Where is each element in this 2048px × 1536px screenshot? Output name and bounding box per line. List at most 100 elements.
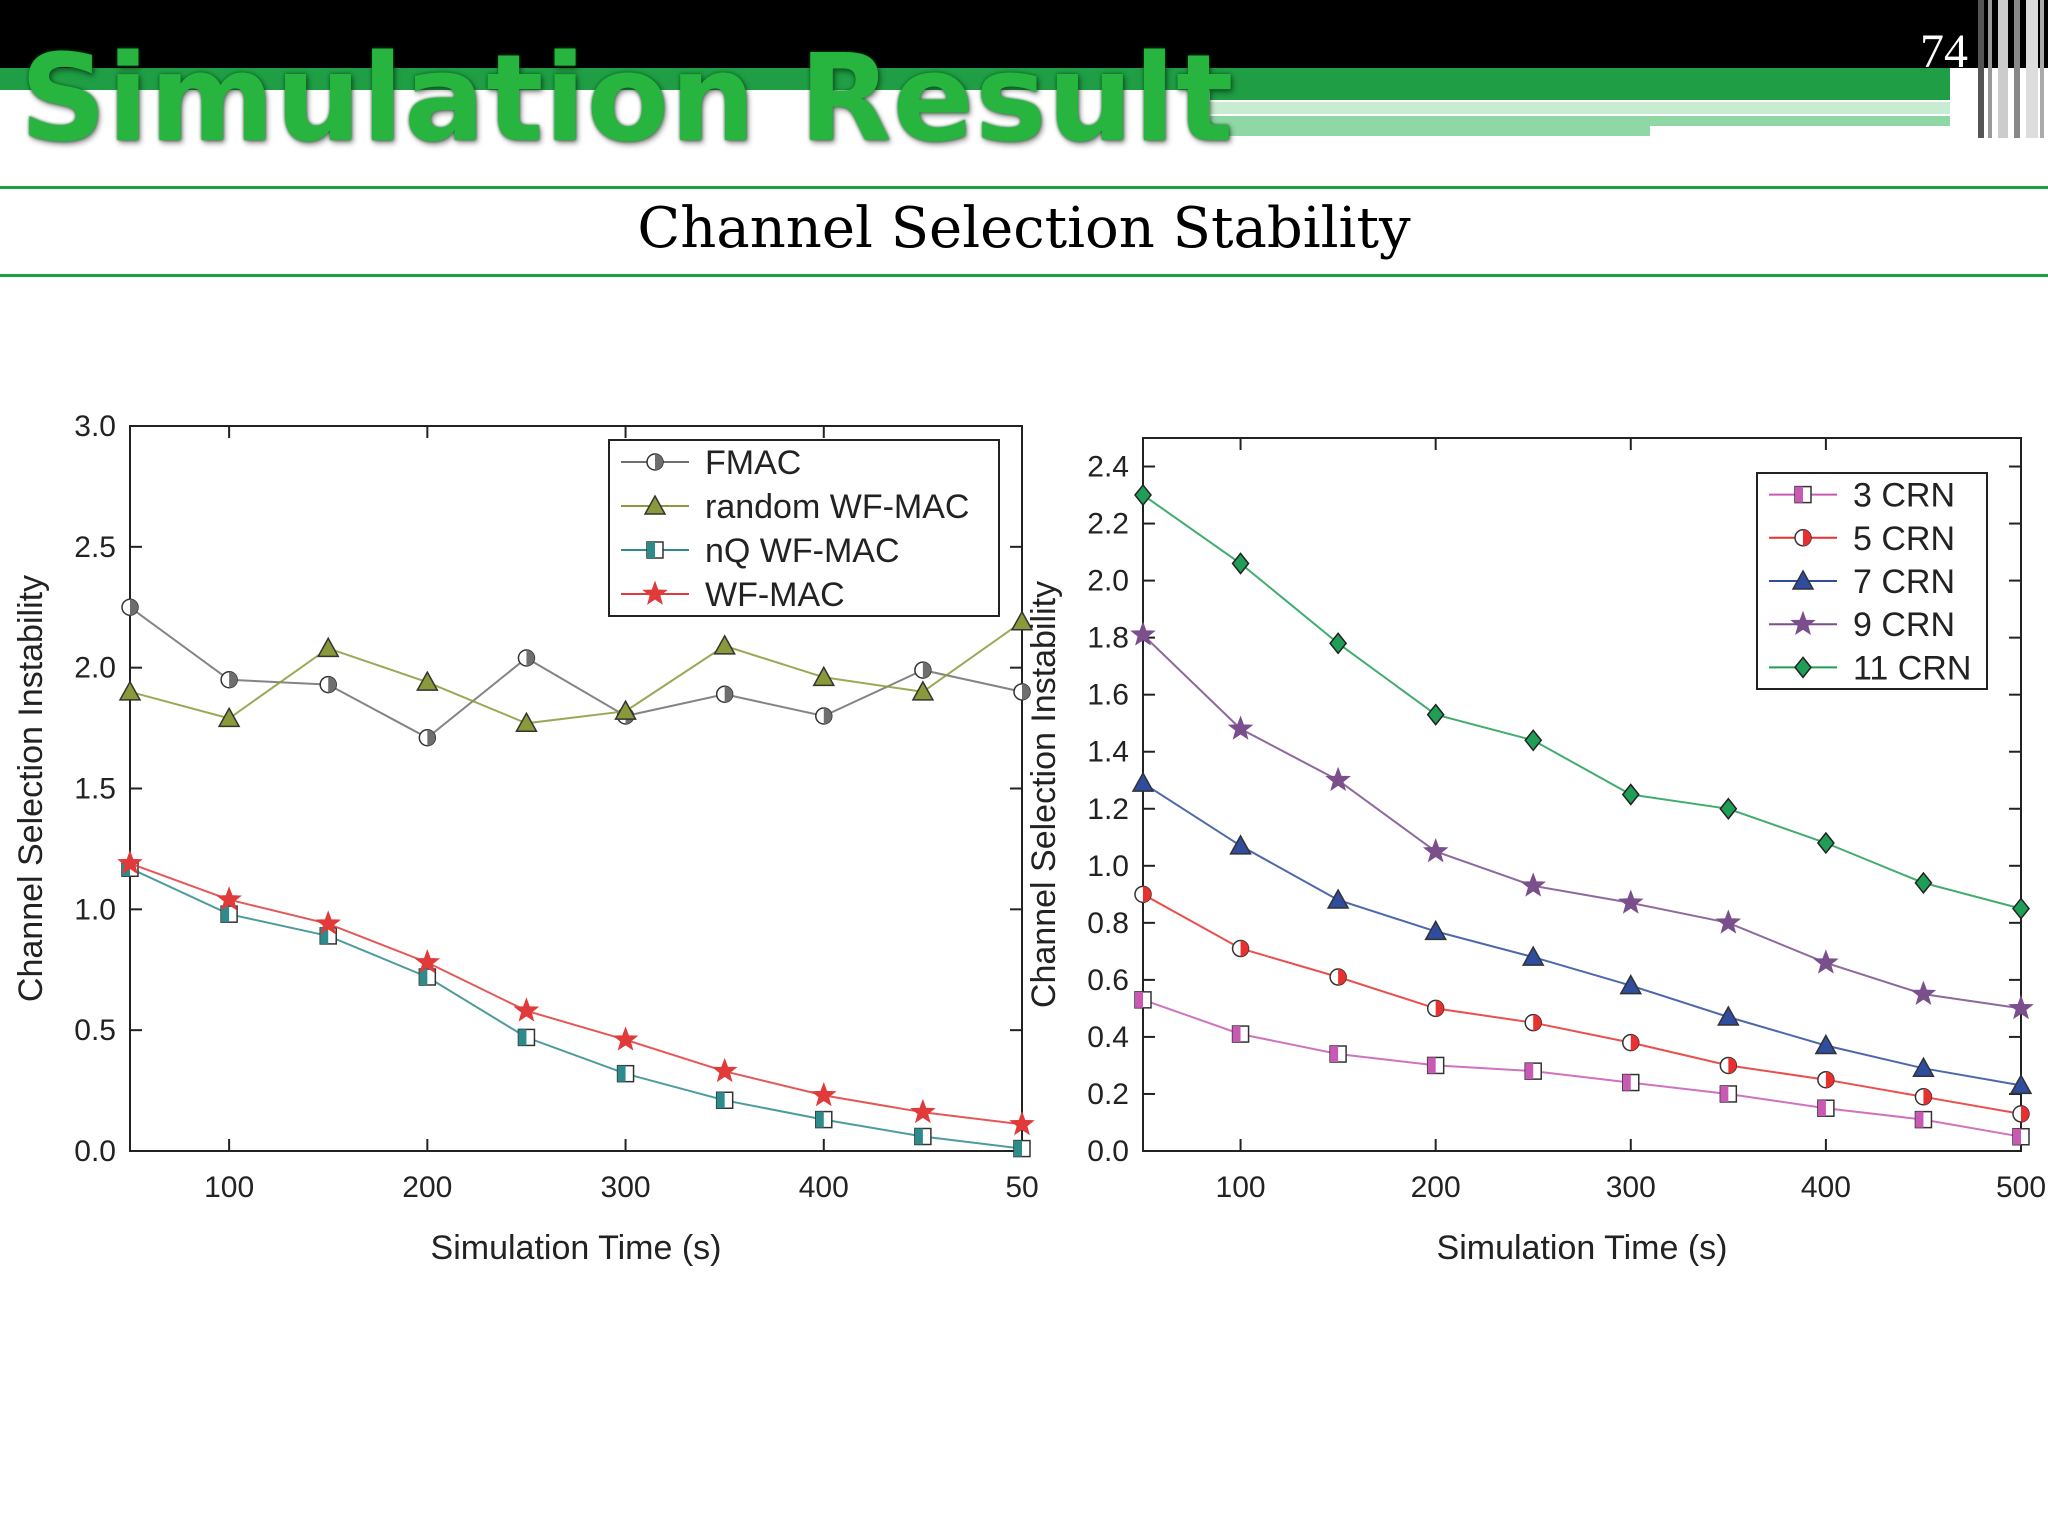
data-point	[1424, 919, 1447, 941]
plot-frame	[1142, 437, 2022, 1152]
data-point-fill	[221, 906, 230, 923]
legend-marker-fill	[1795, 486, 1803, 503]
series-line	[1142, 494, 2022, 910]
data-point	[1520, 872, 1546, 897]
x-tick-label: 50	[1005, 1171, 1038, 1204]
data-point	[118, 680, 142, 701]
y-tick-label: 0.0	[74, 1135, 116, 1168]
y-tick-label: 1.2	[1087, 793, 1129, 826]
x-tick-label: 400	[1801, 1171, 1851, 1204]
data-point	[1130, 621, 1156, 646]
y-tick-label: 2.0	[74, 652, 116, 685]
data-point-fill	[1923, 1088, 1932, 1105]
data-point-fill	[1720, 1085, 1729, 1102]
data-point	[1813, 949, 1839, 974]
y-tick-label: 1.5	[74, 773, 116, 806]
data-point	[1521, 945, 1545, 966]
data-point	[1229, 834, 1252, 855]
data-point-fill	[518, 1029, 527, 1046]
data-point	[315, 910, 341, 935]
data-point	[713, 634, 736, 655]
data-point-fill	[2021, 1105, 2029, 1122]
data-point-fill	[419, 969, 428, 985]
y-tick-label: 1.4	[1087, 736, 1129, 769]
legend-marker-fill	[647, 542, 655, 558]
data-point-fill	[1232, 1026, 1241, 1043]
data-point	[1422, 838, 1449, 863]
data-point	[1621, 783, 1640, 806]
data-point-fill	[1135, 991, 1143, 1008]
data-point	[614, 699, 637, 720]
data-point-fill	[1240, 940, 1249, 957]
data-point	[515, 711, 538, 732]
data-point	[1227, 715, 1254, 740]
header-stripe	[1210, 102, 1950, 114]
series-nq-wf-mac	[121, 859, 1031, 1158]
data-point	[1618, 889, 1644, 914]
data-point	[1426, 703, 1445, 726]
series-line	[1142, 634, 2022, 1010]
legend-box	[608, 439, 1000, 617]
data-point-fill	[130, 599, 138, 616]
y-tick-label: 1.0	[1087, 850, 1129, 883]
x-axis-label: Simulation Time (s)	[1437, 1229, 1728, 1267]
y-tick-label: 2.0	[1087, 565, 1129, 598]
header-stripe	[1650, 116, 1950, 126]
data-point	[1010, 610, 1034, 631]
y-axis-label: Channel Selection Instability	[12, 575, 50, 1002]
data-point-fill	[320, 927, 329, 944]
y-tick-label: 2.4	[1087, 451, 1129, 484]
legend: 3 CRN 5 CRN 7 CRN 9 CRN 11 CRN	[1756, 472, 1988, 690]
y-tick-label: 1.8	[1087, 622, 1129, 655]
data-point-fill	[716, 1092, 725, 1109]
legend-label: FMAC	[705, 444, 801, 482]
series-3-crn	[1134, 991, 2030, 1146]
data-point	[612, 1026, 639, 1051]
y-tick-label: 0.8	[1087, 907, 1129, 940]
data-point-fill	[823, 708, 832, 724]
data-point-fill	[724, 686, 733, 703]
data-point-fill	[617, 1065, 626, 1082]
y-axis-label: Channel Selection Instability	[1025, 581, 1063, 1008]
data-point-fill	[1915, 1111, 1924, 1128]
data-point	[316, 636, 340, 658]
legend-label: 9 CRN	[1853, 606, 1955, 644]
data-point-fill	[1427, 1057, 1436, 1074]
data-point-fill	[1022, 683, 1030, 700]
data-point-fill	[815, 1111, 824, 1128]
data-point	[2012, 897, 2030, 920]
y-tick-label: 1.0	[74, 893, 116, 926]
series-9-crn	[1130, 621, 2034, 1020]
x-tick-label: 400	[799, 1171, 849, 1204]
header-green-band-right	[1210, 68, 1950, 100]
data-point-fill	[526, 650, 535, 666]
header-stripe	[1210, 116, 1650, 136]
series-7-crn	[1131, 771, 2033, 1095]
x-tick-label: 300	[1606, 1171, 1656, 1204]
data-point	[216, 886, 242, 911]
series-random-wf-mac	[118, 610, 1034, 732]
data-point	[812, 665, 836, 687]
series-line	[1142, 893, 2022, 1115]
divider-line	[0, 274, 2048, 277]
data-point	[1912, 1056, 1935, 1078]
data-point	[1131, 771, 1155, 792]
data-point-fill	[1014, 1140, 1022, 1157]
y-tick-label: 2.2	[1087, 508, 1129, 541]
x-axis-label: Simulation Time (s)	[431, 1229, 722, 1267]
legend-marker	[642, 580, 668, 605]
data-point-fill	[1435, 1000, 1444, 1017]
data-point	[414, 949, 441, 974]
data-point-fill	[1630, 1034, 1639, 1051]
data-point-fill	[2013, 1128, 2021, 1145]
data-point	[910, 1098, 936, 1124]
series-wf-mac	[117, 849, 1035, 1136]
page-number: 74	[1920, 25, 1968, 78]
legend-label: 3 CRN	[1853, 477, 1955, 515]
slide-subtitle: Channel Selection Stability	[637, 196, 1411, 261]
data-point-fill	[1533, 1014, 1542, 1031]
data-point	[1326, 888, 1350, 909]
legend-label: 11 CRN	[1853, 649, 1971, 687]
legend-label: nQ WF-MAC	[705, 532, 900, 570]
